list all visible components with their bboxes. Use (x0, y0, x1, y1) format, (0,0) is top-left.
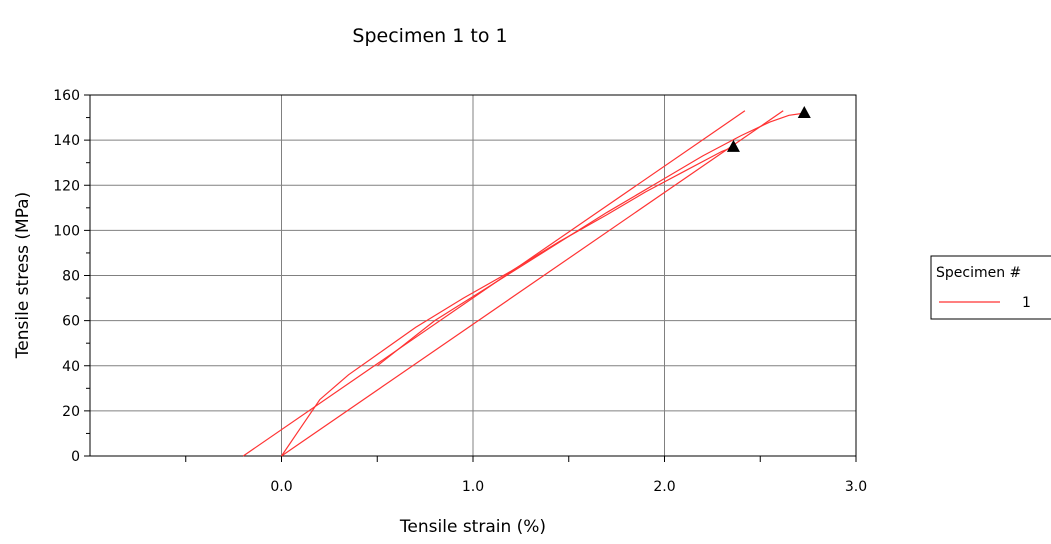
series-1-curve-1 (281, 146, 734, 457)
x-tick-label: 0.0 (270, 479, 292, 495)
y-tick-label: 140 (53, 133, 80, 149)
series-lines (242, 110, 805, 457)
legend-label-series-1: 1 (1022, 295, 1031, 311)
break-marker-2 (797, 106, 811, 119)
grid-lines (90, 95, 856, 457)
y-tick-label: 20 (62, 404, 80, 420)
legend: Specimen # 1 (930, 255, 1051, 320)
x-tick-label: 1.0 (462, 479, 484, 495)
break-markers (726, 106, 811, 152)
y-axis-label: Tensile stress (MPa) (13, 192, 33, 359)
series-1-curve-4 (376, 112, 805, 367)
y-tick-label: 160 (53, 88, 80, 104)
axis-ticks (84, 94, 857, 462)
x-tick-label: 2.0 (653, 479, 675, 495)
x-tick-labels: 0.0 1.0 2.0 3.0 (270, 479, 867, 495)
y-tick-labels: 0 20 40 60 80 100 120 140 160 (53, 88, 80, 465)
y-tick-label: 60 (62, 314, 80, 330)
series-1-curve-2 (281, 110, 784, 457)
break-marker-1 (726, 139, 740, 152)
x-axis-label: Tensile strain (%) (399, 517, 546, 537)
legend-box (930, 255, 1051, 320)
y-tick-label: 80 (62, 269, 80, 285)
y-tick-label: 100 (53, 223, 80, 239)
y-tick-label: 40 (62, 359, 80, 375)
y-tick-label: 120 (53, 178, 80, 194)
y-tick-label: 0 (71, 449, 80, 465)
chart-title: Specimen 1 to 1 (352, 25, 507, 47)
x-tick-label: 3.0 (845, 479, 867, 495)
legend-title: Specimen # (936, 265, 1021, 281)
